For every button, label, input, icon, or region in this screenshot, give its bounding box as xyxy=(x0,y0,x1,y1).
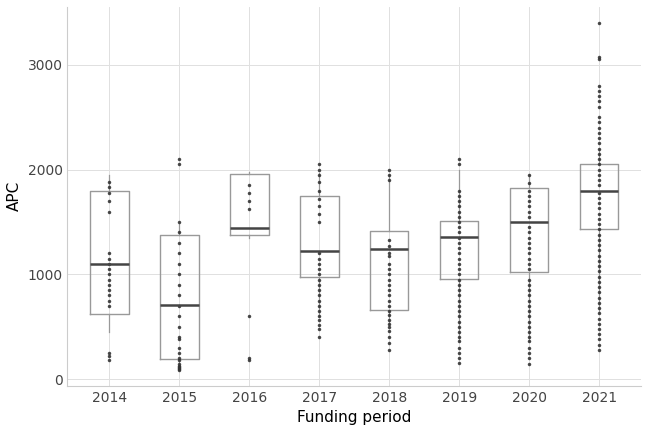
Y-axis label: APC: APC xyxy=(7,181,22,211)
X-axis label: Funding period: Funding period xyxy=(297,410,411,425)
